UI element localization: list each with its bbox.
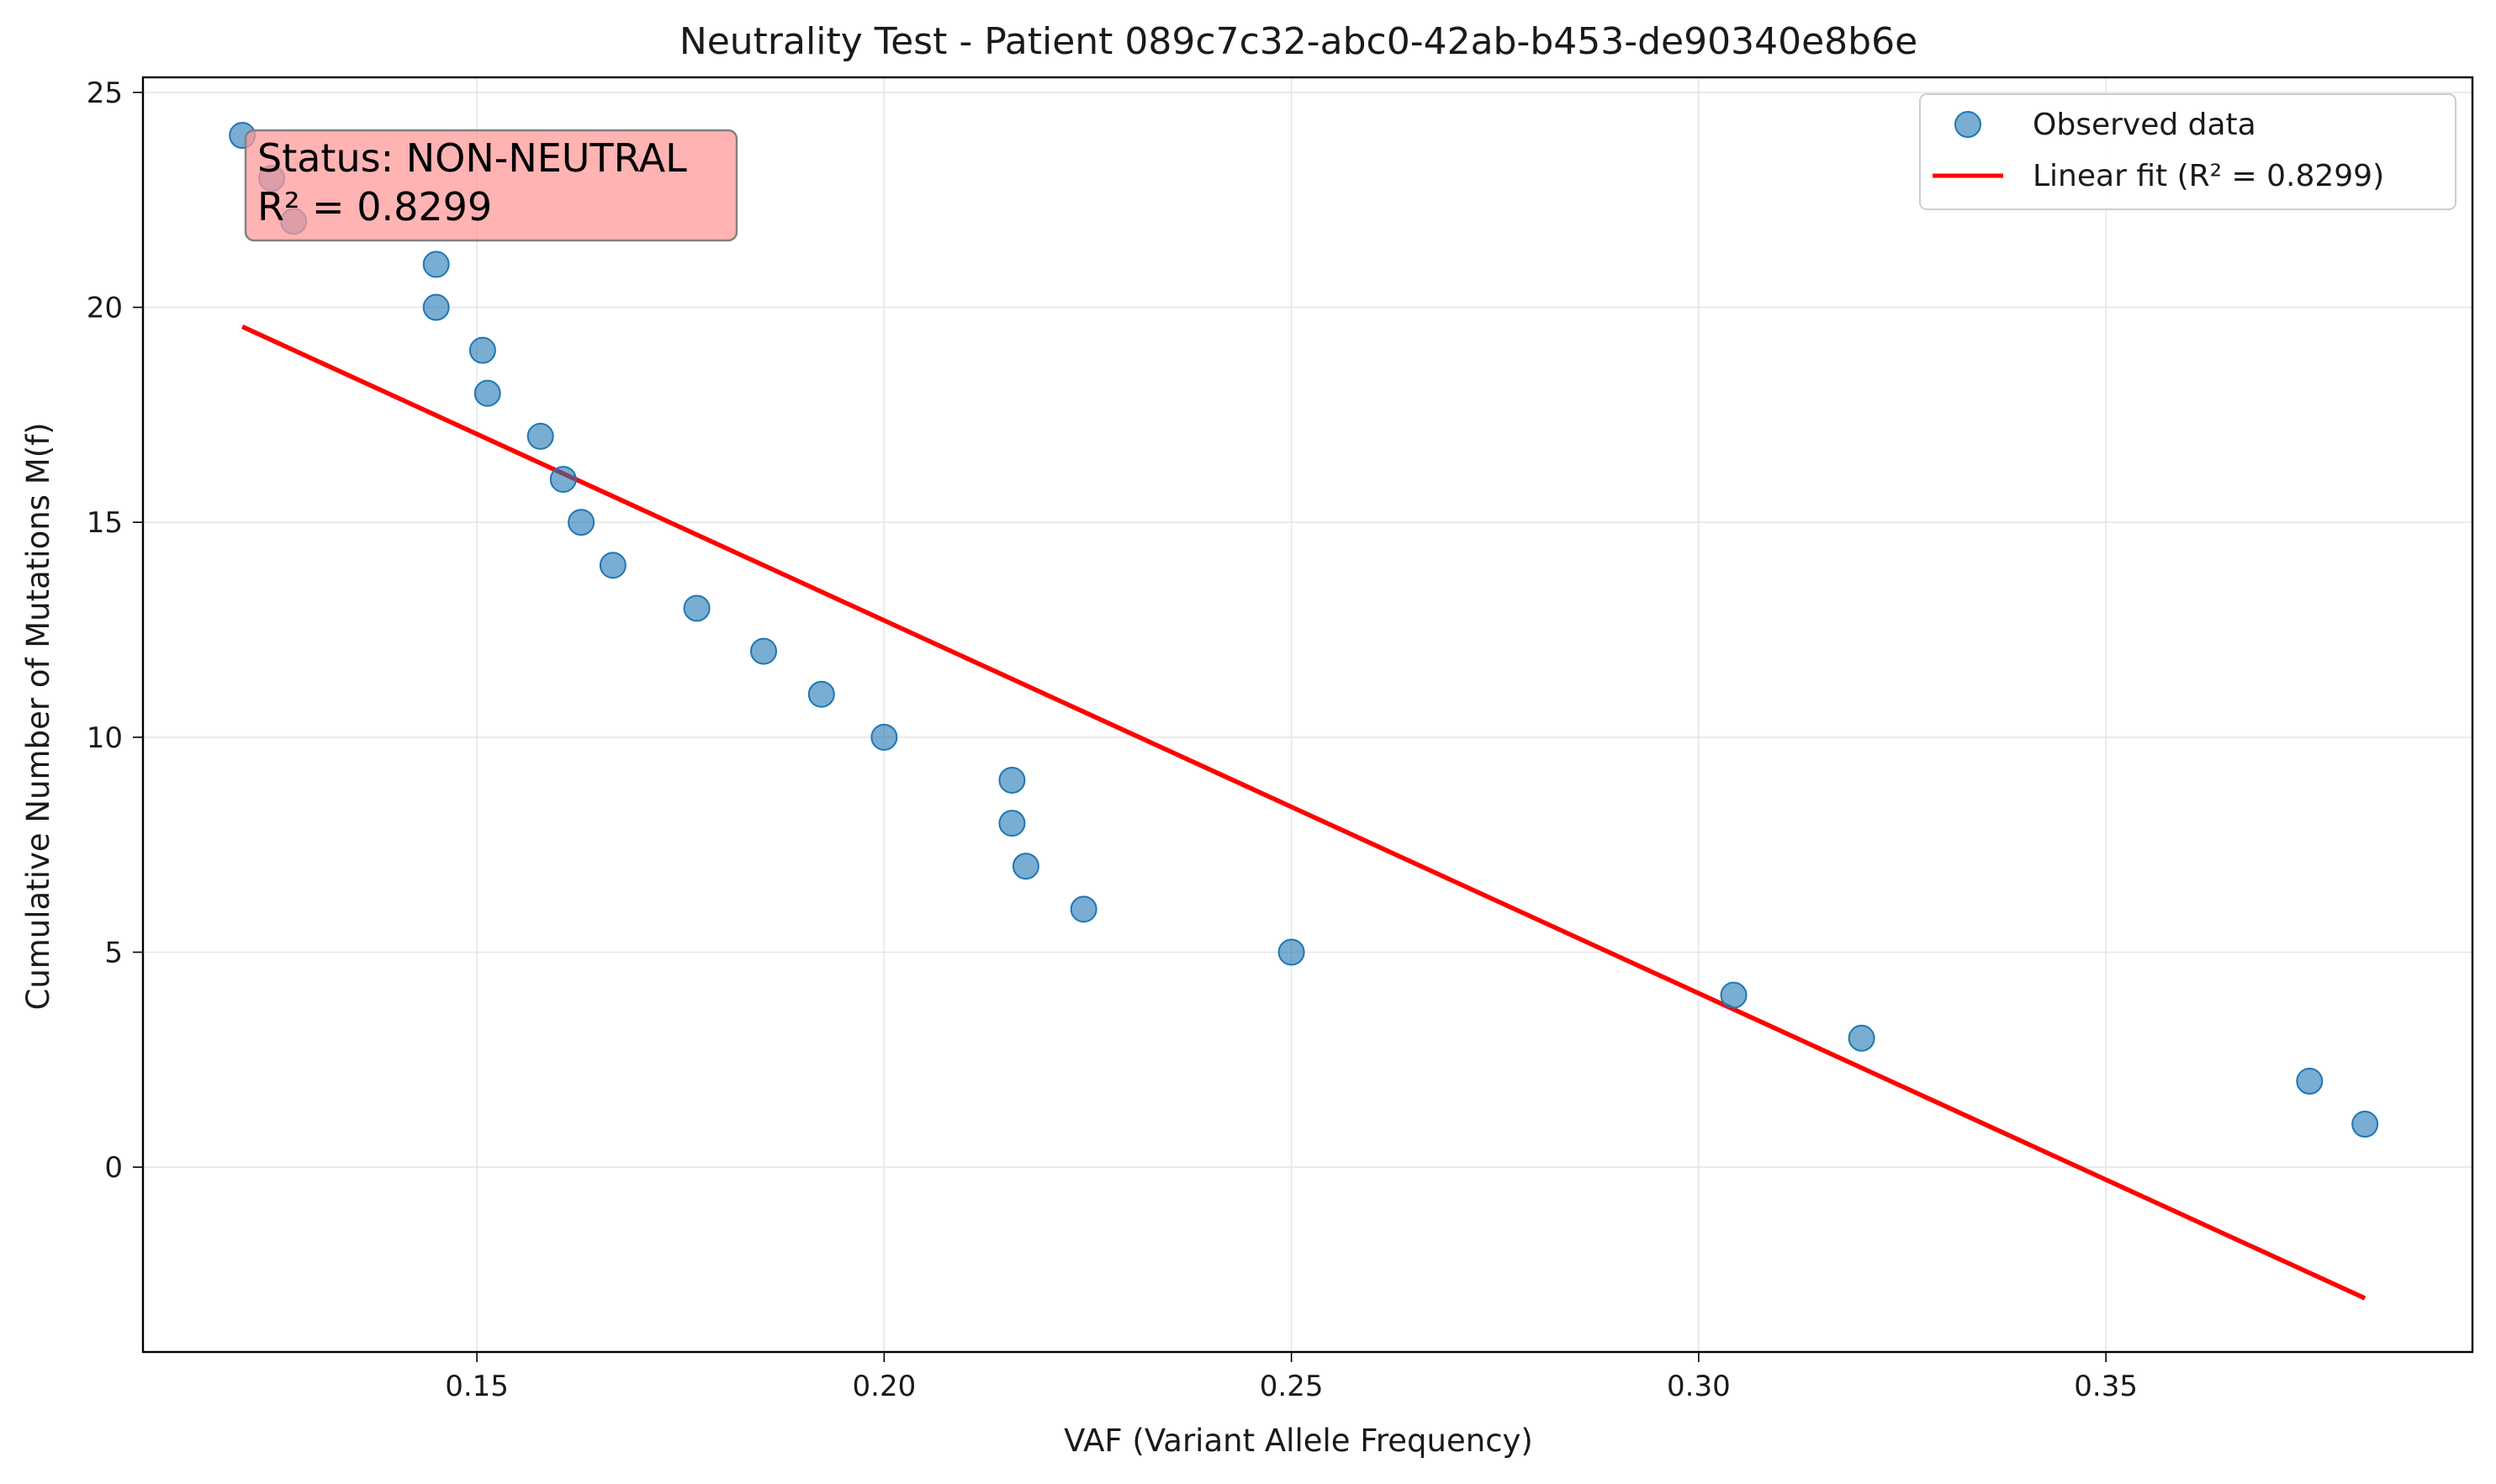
x-tick-label: 0.30 — [1667, 1370, 1731, 1403]
legend: Observed data Linear fit (R² = 0.8299) — [1919, 93, 2456, 210]
data-point — [422, 293, 450, 321]
axis-ticks: 0.15 0.20 0.25 0.30 0.35 0 5 10 15 20 25 — [87, 77, 2138, 1403]
legend-label-observed: Observed data — [2033, 108, 2256, 142]
data-point — [1848, 1024, 1875, 1052]
x-axis-label: VAF (Variant Allele Frequency) — [1064, 1423, 1533, 1459]
fit-line-layer — [241, 325, 2366, 1301]
plot-area-frame — [141, 76, 2474, 1354]
y-tick-label: 10 — [87, 721, 123, 755]
r-squared-annotation: R² = 0.8299 — [257, 184, 492, 230]
y-axis-label: Cumulative Number of Mutations M(f) — [20, 422, 56, 1010]
linear-fit-line — [241, 325, 2366, 1301]
x-tick-label: 0.25 — [1260, 1370, 1324, 1403]
data-points-layer — [229, 122, 2379, 1138]
data-point — [1277, 938, 1305, 966]
status-annotation: Status: NON-NEUTRAL R² = 0.8299 — [244, 129, 738, 242]
data-point — [2351, 1111, 2379, 1138]
data-point — [683, 594, 711, 622]
data-point — [473, 379, 501, 407]
grid-lines — [143, 77, 2472, 1352]
y-tick-label: 5 — [104, 936, 123, 969]
data-point — [422, 251, 450, 278]
data-point — [870, 723, 898, 751]
data-point — [1012, 853, 1039, 880]
data-point — [468, 336, 496, 364]
data-point — [568, 509, 595, 536]
data-point — [750, 637, 778, 665]
data-point — [1070, 895, 1097, 923]
legend-marker-observed — [1954, 111, 1981, 138]
data-point — [998, 810, 1026, 837]
y-tick-label: 25 — [87, 77, 123, 110]
x-tick-label: 0.15 — [445, 1370, 509, 1403]
x-tick-label: 0.20 — [853, 1370, 917, 1403]
y-tick-label: 15 — [87, 506, 123, 540]
data-point — [807, 680, 835, 708]
y-tick-label: 20 — [87, 292, 123, 325]
status-label: Status: NON-NEUTRAL — [257, 135, 687, 181]
data-point — [1720, 981, 1748, 1009]
data-point — [998, 766, 1026, 794]
legend-label-fit: Linear fit (R² = 0.8299) — [2033, 159, 2384, 193]
data-point — [599, 552, 627, 579]
y-tick-label: 0 — [104, 1151, 123, 1185]
status-annotation-box — [244, 129, 738, 242]
data-point — [549, 466, 577, 494]
data-point — [2296, 1067, 2324, 1095]
chart-title: Neutrality Test - Patient 089c7c32-abc0-… — [680, 20, 1917, 63]
data-point — [526, 422, 554, 450]
legend-box — [1919, 93, 2456, 210]
x-tick-label: 0.35 — [2074, 1370, 2138, 1403]
